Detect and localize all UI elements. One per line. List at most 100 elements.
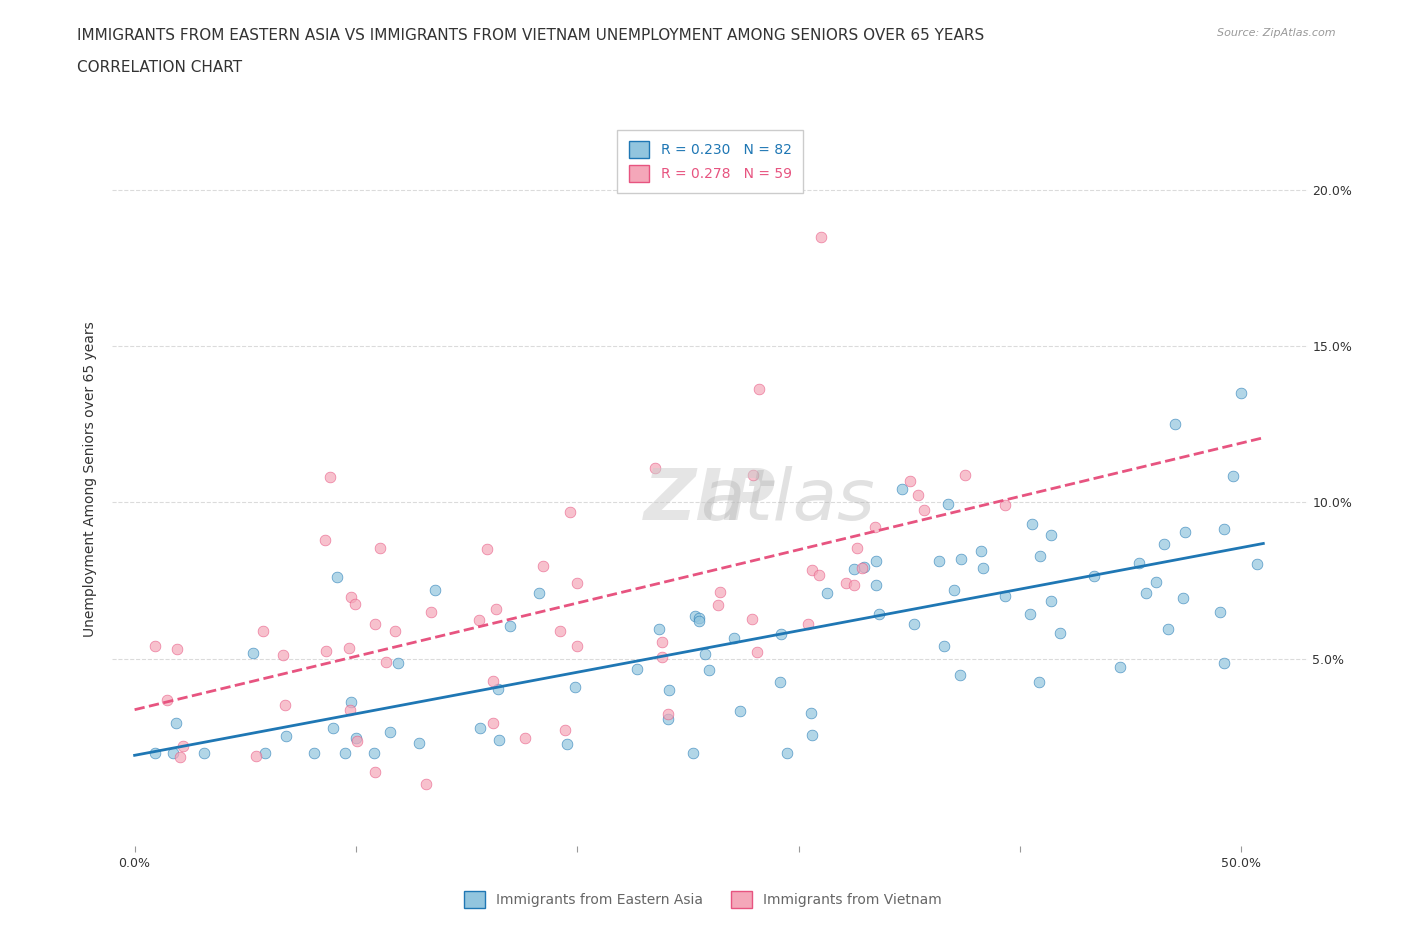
- Point: [276, 728, 298, 743]
- Point: [1083, 568, 1105, 583]
- Point: [1222, 469, 1244, 484]
- Point: [745, 644, 768, 659]
- Point: [325, 570, 347, 585]
- Point: [955, 468, 977, 483]
- Point: [482, 715, 505, 730]
- Point: [800, 706, 823, 721]
- Point: [242, 645, 264, 660]
- Point: [1135, 585, 1157, 600]
- Point: [172, 738, 194, 753]
- Legend: R = 0.230   N = 82, R = 0.278   N = 59: R = 0.230 N = 82, R = 0.278 N = 59: [617, 129, 803, 193]
- Point: [658, 683, 681, 698]
- Point: [1164, 417, 1187, 432]
- Point: [498, 618, 520, 633]
- Point: [693, 646, 716, 661]
- Point: [252, 623, 274, 638]
- Point: [322, 721, 344, 736]
- Point: [801, 727, 824, 742]
- Point: [557, 737, 579, 751]
- Point: [315, 643, 337, 658]
- Point: [685, 609, 707, 624]
- Point: [742, 468, 765, 483]
- Point: [166, 642, 188, 657]
- Text: IMMIGRANTS FROM EASTERN ASIA VS IMMIGRANTS FROM VIETNAM UNEMPLOYMENT AMONG SENIO: IMMIGRANTS FROM EASTERN ASIA VS IMMIGRAN…: [77, 28, 984, 43]
- Point: [1209, 604, 1232, 619]
- Point: [741, 612, 763, 627]
- Point: [1171, 591, 1194, 605]
- Point: [936, 497, 959, 512]
- Point: [271, 647, 294, 662]
- Point: [415, 777, 437, 791]
- Point: [468, 613, 491, 628]
- Point: [769, 627, 792, 642]
- Point: [709, 584, 731, 599]
- Point: [193, 745, 215, 760]
- Point: [994, 498, 1017, 513]
- Y-axis label: Unemployment Among Seniors over 65 years: Unemployment Among Seniors over 65 years: [83, 321, 97, 637]
- Point: [560, 505, 582, 520]
- Point: [143, 638, 166, 653]
- Point: [380, 724, 402, 739]
- Point: [333, 745, 356, 760]
- Point: [387, 656, 409, 671]
- Point: [844, 578, 866, 592]
- Point: [815, 586, 838, 601]
- Point: [972, 561, 994, 576]
- Point: [1230, 386, 1253, 401]
- Point: [697, 662, 720, 677]
- Point: [274, 698, 297, 712]
- Point: [468, 721, 491, 736]
- Point: [344, 596, 367, 611]
- Point: [339, 702, 361, 717]
- Point: [1128, 556, 1150, 571]
- Point: [1157, 621, 1180, 636]
- Point: [1029, 549, 1052, 564]
- Point: [723, 631, 745, 645]
- Point: [776, 745, 799, 760]
- Point: [488, 733, 510, 748]
- Point: [363, 617, 385, 631]
- Point: [245, 749, 267, 764]
- Point: [852, 559, 875, 574]
- Text: Source: ZipAtlas.com: Source: ZipAtlas.com: [1218, 28, 1336, 38]
- Point: [1174, 525, 1197, 539]
- Point: [1021, 516, 1043, 531]
- Point: [943, 583, 966, 598]
- Point: [651, 634, 673, 649]
- Point: [1153, 537, 1175, 551]
- Point: [834, 575, 856, 590]
- Point: [423, 583, 446, 598]
- Point: [688, 610, 710, 625]
- Point: [143, 745, 166, 760]
- Point: [565, 639, 588, 654]
- Point: [475, 541, 498, 556]
- Point: [865, 553, 887, 568]
- Point: [513, 730, 536, 745]
- Point: [868, 606, 890, 621]
- Point: [165, 715, 187, 730]
- Point: [485, 602, 508, 617]
- Point: [682, 745, 704, 760]
- Point: [800, 562, 823, 577]
- Legend: Immigrants from Eastern Asia, Immigrants from Vietnam: Immigrants from Eastern Asia, Immigrants…: [458, 885, 948, 914]
- Point: [486, 682, 509, 697]
- Point: [363, 745, 385, 760]
- Point: [346, 734, 368, 749]
- Point: [807, 567, 830, 582]
- Point: [903, 617, 925, 631]
- Point: [728, 703, 751, 718]
- Point: [950, 551, 973, 566]
- Point: [846, 540, 869, 555]
- Point: [375, 655, 398, 670]
- Point: [970, 543, 993, 558]
- Point: [564, 680, 586, 695]
- Point: [928, 554, 950, 569]
- Point: [384, 624, 406, 639]
- Text: atlas: atlas: [700, 467, 875, 536]
- Point: [651, 649, 673, 664]
- Point: [1040, 528, 1063, 543]
- Point: [688, 614, 710, 629]
- Point: [1109, 659, 1132, 674]
- Point: [1212, 656, 1234, 671]
- Point: [769, 674, 792, 689]
